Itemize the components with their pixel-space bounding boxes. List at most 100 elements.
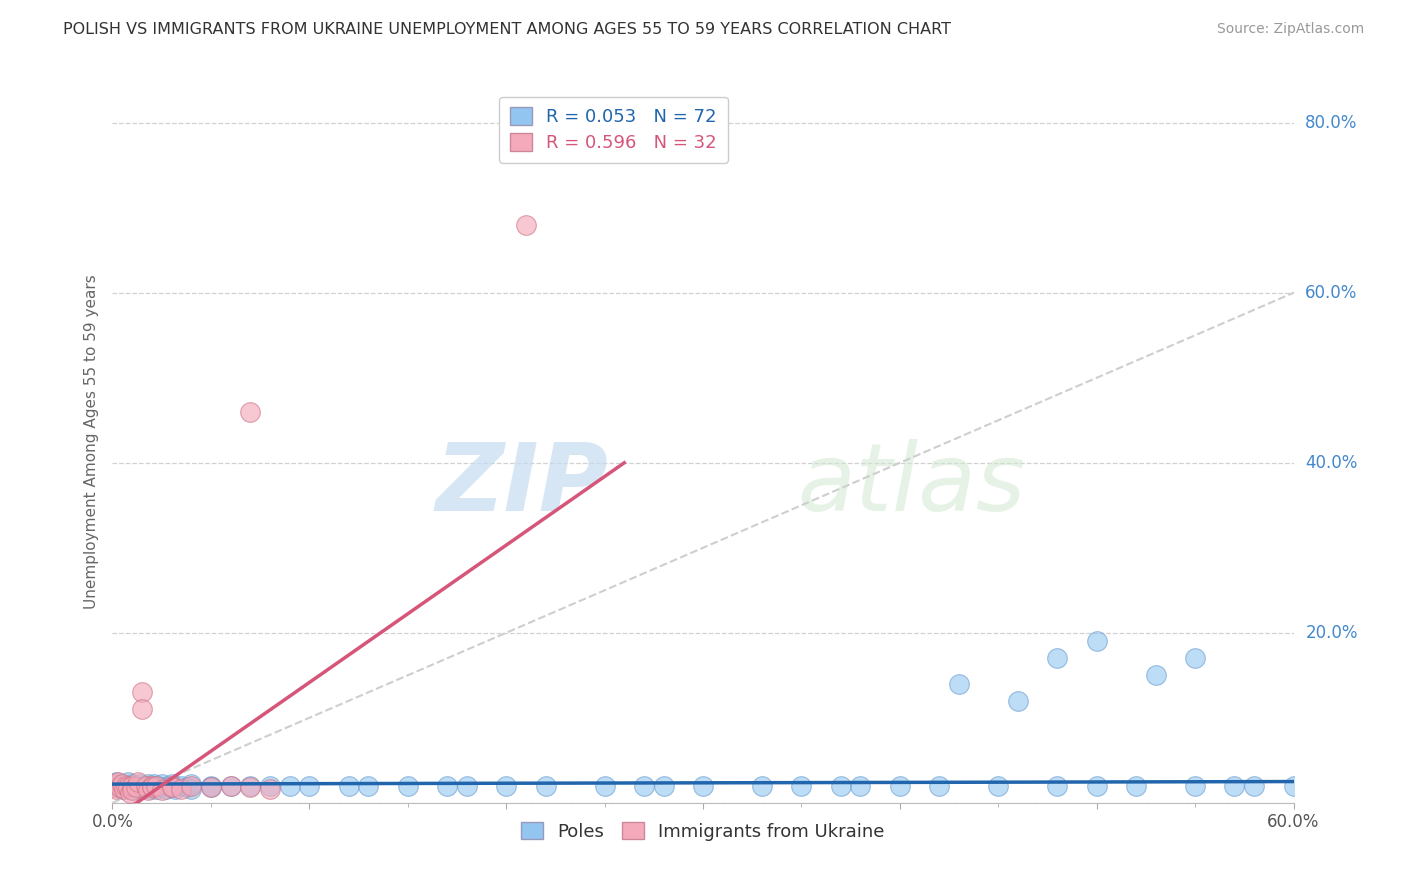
Point	[1085, 634, 1108, 648]
Point	[219, 779, 242, 793]
Point	[239, 779, 262, 793]
Point	[121, 779, 143, 793]
Point	[1046, 779, 1069, 793]
Point	[129, 777, 152, 791]
Point	[141, 779, 163, 793]
Point	[200, 779, 222, 793]
Point	[111, 777, 134, 791]
Point	[117, 774, 139, 789]
Point	[987, 779, 1010, 793]
Text: 80.0%: 80.0%	[1305, 114, 1358, 132]
Point	[115, 779, 138, 793]
Point	[515, 218, 537, 232]
Point	[200, 780, 222, 795]
Point	[107, 780, 129, 795]
Point	[135, 779, 157, 793]
Point	[1184, 779, 1206, 793]
Point	[396, 779, 419, 793]
Point	[593, 779, 616, 793]
Point	[436, 779, 458, 793]
Point	[112, 782, 135, 797]
Point	[1282, 779, 1305, 793]
Point	[1243, 779, 1265, 793]
Point	[790, 779, 813, 793]
Point	[180, 779, 202, 793]
Text: Source: ZipAtlas.com: Source: ZipAtlas.com	[1216, 22, 1364, 37]
Point	[105, 774, 128, 789]
Point	[150, 783, 173, 797]
Point	[170, 779, 193, 793]
Point	[830, 779, 852, 793]
Point	[111, 782, 134, 797]
Point	[1144, 668, 1167, 682]
Point	[125, 779, 148, 793]
Point	[160, 777, 183, 791]
Point	[120, 786, 142, 800]
Point	[239, 780, 262, 795]
Point	[948, 677, 970, 691]
Point	[150, 777, 173, 791]
Point	[1223, 779, 1246, 793]
Point	[298, 779, 321, 793]
Point	[125, 780, 148, 795]
Point	[692, 779, 714, 793]
Point	[652, 779, 675, 793]
Point	[150, 780, 173, 795]
Text: 60.0%: 60.0%	[1305, 284, 1358, 301]
Point	[136, 783, 159, 797]
Point	[259, 782, 281, 797]
Point	[176, 780, 198, 795]
Point	[101, 780, 124, 795]
Point	[115, 779, 138, 793]
Point	[141, 780, 163, 795]
Point	[121, 783, 143, 797]
Y-axis label: Unemployment Among Ages 55 to 59 years: Unemployment Among Ages 55 to 59 years	[83, 274, 98, 609]
Point	[131, 782, 153, 797]
Point	[127, 780, 149, 795]
Point	[141, 779, 163, 793]
Point	[200, 780, 222, 795]
Text: ZIP: ZIP	[436, 439, 609, 531]
Point	[136, 777, 159, 791]
Point	[495, 779, 517, 793]
Point	[160, 780, 183, 795]
Point	[105, 782, 128, 797]
Point	[337, 779, 360, 793]
Point	[107, 774, 129, 789]
Point	[180, 777, 202, 791]
Point	[1007, 694, 1029, 708]
Point	[633, 779, 655, 793]
Point	[1085, 779, 1108, 793]
Point	[146, 779, 169, 793]
Point	[101, 779, 124, 793]
Point	[456, 779, 478, 793]
Point	[121, 777, 143, 791]
Point	[131, 702, 153, 716]
Point	[141, 780, 163, 795]
Point	[145, 779, 167, 793]
Point	[111, 777, 134, 791]
Point	[139, 782, 162, 797]
Text: atlas: atlas	[797, 440, 1026, 531]
Point	[131, 685, 153, 699]
Point	[165, 782, 187, 797]
Point	[751, 779, 773, 793]
Point	[278, 779, 301, 793]
Legend: Poles, Immigrants from Ukraine: Poles, Immigrants from Ukraine	[515, 814, 891, 848]
Point	[534, 779, 557, 793]
Point	[156, 779, 179, 793]
Point	[170, 782, 193, 797]
Point	[132, 779, 155, 793]
Point	[219, 779, 242, 793]
Point	[259, 779, 281, 793]
Point	[117, 780, 139, 795]
Point	[1125, 779, 1147, 793]
Text: 40.0%: 40.0%	[1305, 454, 1358, 472]
Point	[135, 780, 157, 795]
Point	[155, 782, 177, 797]
Point	[120, 780, 142, 795]
Point	[103, 777, 125, 791]
Text: POLISH VS IMMIGRANTS FROM UKRAINE UNEMPLOYMENT AMONG AGES 55 TO 59 YEARS CORRELA: POLISH VS IMMIGRANTS FROM UKRAINE UNEMPL…	[63, 22, 952, 37]
Point	[889, 779, 911, 793]
Point	[1046, 651, 1069, 665]
